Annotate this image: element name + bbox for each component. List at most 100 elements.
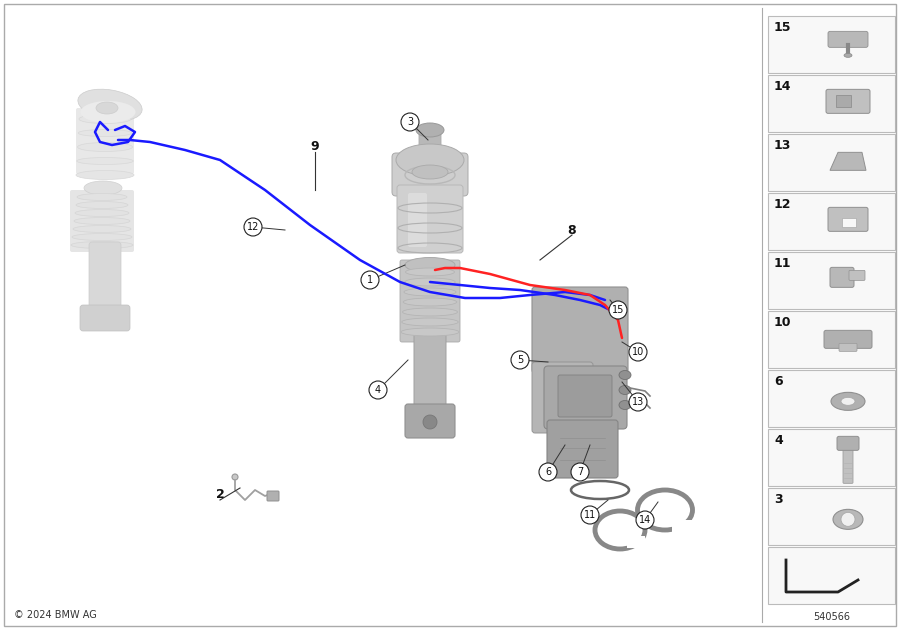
FancyBboxPatch shape [824, 330, 872, 348]
Circle shape [244, 218, 262, 236]
FancyBboxPatch shape [397, 185, 463, 253]
FancyBboxPatch shape [836, 95, 851, 107]
Circle shape [539, 463, 557, 481]
Text: 10: 10 [632, 347, 644, 357]
Ellipse shape [80, 101, 136, 123]
Ellipse shape [619, 386, 631, 394]
FancyBboxPatch shape [828, 207, 868, 231]
Circle shape [571, 463, 589, 481]
Text: 6: 6 [544, 467, 551, 477]
FancyBboxPatch shape [830, 267, 854, 287]
Text: © 2024 BMW AG: © 2024 BMW AG [14, 610, 97, 620]
Ellipse shape [76, 171, 134, 180]
Ellipse shape [73, 226, 131, 232]
FancyBboxPatch shape [544, 366, 627, 429]
FancyBboxPatch shape [400, 260, 460, 342]
FancyBboxPatch shape [768, 429, 895, 486]
FancyBboxPatch shape [76, 108, 134, 174]
Text: 3: 3 [407, 117, 413, 127]
FancyBboxPatch shape [89, 242, 121, 313]
Text: 5: 5 [517, 355, 523, 365]
Text: 6: 6 [774, 375, 783, 388]
Text: 2: 2 [216, 488, 224, 501]
FancyBboxPatch shape [672, 520, 692, 532]
Ellipse shape [844, 54, 852, 57]
FancyBboxPatch shape [768, 134, 895, 191]
Ellipse shape [75, 210, 129, 217]
FancyBboxPatch shape [849, 270, 865, 280]
Text: 9: 9 [310, 140, 320, 154]
Text: 13: 13 [774, 139, 791, 152]
Ellipse shape [76, 158, 133, 164]
Ellipse shape [416, 123, 444, 137]
FancyBboxPatch shape [826, 89, 870, 113]
Text: 13: 13 [632, 397, 644, 407]
Ellipse shape [404, 288, 456, 296]
FancyBboxPatch shape [842, 219, 856, 227]
FancyBboxPatch shape [80, 305, 130, 331]
Ellipse shape [831, 392, 865, 410]
Ellipse shape [619, 370, 631, 379]
FancyBboxPatch shape [768, 488, 895, 545]
Ellipse shape [78, 89, 142, 121]
FancyBboxPatch shape [768, 547, 895, 604]
FancyBboxPatch shape [392, 153, 468, 196]
Ellipse shape [96, 102, 118, 114]
Text: 15: 15 [774, 21, 791, 34]
FancyBboxPatch shape [419, 126, 441, 146]
Text: 10: 10 [774, 316, 791, 329]
Text: 11: 11 [584, 510, 596, 520]
Text: 7: 7 [577, 467, 583, 477]
Polygon shape [830, 152, 866, 170]
Text: 11: 11 [774, 257, 791, 270]
Ellipse shape [401, 328, 459, 336]
Text: 15: 15 [612, 305, 625, 315]
FancyBboxPatch shape [414, 333, 446, 412]
FancyBboxPatch shape [768, 75, 895, 132]
Circle shape [361, 271, 379, 289]
FancyBboxPatch shape [532, 287, 628, 373]
Ellipse shape [833, 509, 863, 529]
Ellipse shape [77, 142, 132, 151]
Circle shape [511, 351, 529, 369]
Text: 14: 14 [774, 80, 791, 93]
Circle shape [636, 511, 654, 529]
Circle shape [423, 415, 437, 429]
FancyBboxPatch shape [405, 404, 455, 438]
Ellipse shape [84, 181, 122, 195]
FancyBboxPatch shape [70, 190, 134, 252]
FancyBboxPatch shape [558, 375, 612, 417]
FancyBboxPatch shape [768, 16, 895, 73]
Text: 12: 12 [774, 198, 791, 211]
FancyBboxPatch shape [843, 445, 853, 483]
FancyBboxPatch shape [532, 362, 593, 433]
Ellipse shape [412, 165, 448, 179]
Circle shape [841, 512, 855, 526]
Ellipse shape [71, 241, 133, 248]
Text: 12: 12 [247, 222, 259, 232]
Ellipse shape [232, 474, 238, 480]
Circle shape [609, 301, 627, 319]
Ellipse shape [841, 398, 855, 405]
FancyBboxPatch shape [627, 536, 645, 548]
Circle shape [581, 506, 599, 524]
Text: 540566: 540566 [813, 612, 850, 622]
Ellipse shape [72, 234, 132, 241]
Text: 3: 3 [774, 493, 783, 506]
Ellipse shape [396, 144, 464, 176]
Ellipse shape [402, 308, 457, 316]
Ellipse shape [79, 115, 131, 123]
Circle shape [629, 343, 647, 361]
Ellipse shape [401, 318, 458, 326]
Text: 1: 1 [367, 275, 374, 285]
FancyBboxPatch shape [839, 343, 857, 352]
Circle shape [401, 113, 419, 131]
Ellipse shape [403, 298, 456, 306]
FancyBboxPatch shape [837, 437, 859, 450]
Circle shape [629, 393, 647, 411]
FancyBboxPatch shape [408, 193, 427, 247]
FancyBboxPatch shape [768, 370, 895, 427]
Ellipse shape [77, 193, 127, 200]
Text: 4: 4 [774, 434, 783, 447]
Text: 4: 4 [375, 385, 381, 395]
